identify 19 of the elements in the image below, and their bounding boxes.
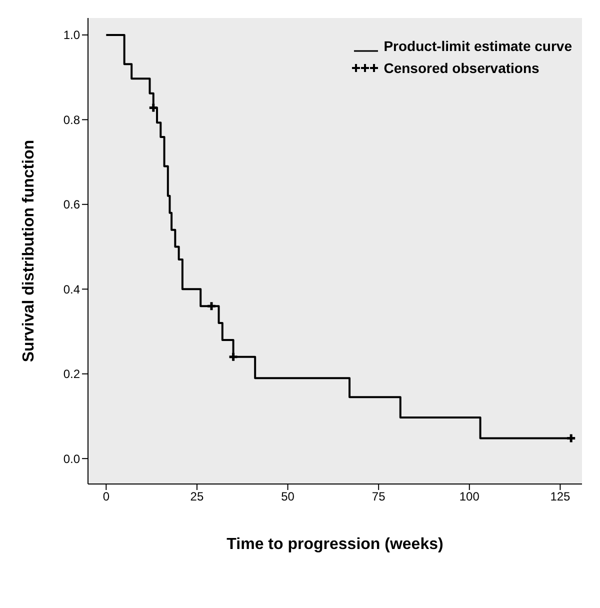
point [148, 102, 159, 114]
y-tick-label: 0.0 [63, 452, 80, 466]
point [228, 352, 239, 362]
x-tick-label: 25 [190, 490, 204, 504]
x-axis-title: Time to progression (weeks) [226, 536, 444, 553]
legend-label: Censored observations [384, 60, 540, 76]
y-tick-label: 0.2 [63, 367, 80, 382]
x-tick-label: 50 [281, 490, 295, 504]
y-tick-label: 0.6 [63, 198, 80, 212]
x-tick-label: 100 [459, 490, 480, 504]
x-tick-label: 0 [102, 490, 110, 504]
y-axis-title: Survival distribution function [20, 140, 38, 362]
y-tick-label: 1.0 [63, 28, 80, 42]
y-tick-label: 0.8 [63, 112, 80, 127]
y-tick-label: 0.4 [63, 282, 80, 296]
x-tick-label: 125 [550, 490, 571, 504]
x-tick-label: 75 [372, 490, 386, 504]
point [206, 300, 217, 312]
legend-label: Product-limit estimate curve [384, 38, 572, 54]
